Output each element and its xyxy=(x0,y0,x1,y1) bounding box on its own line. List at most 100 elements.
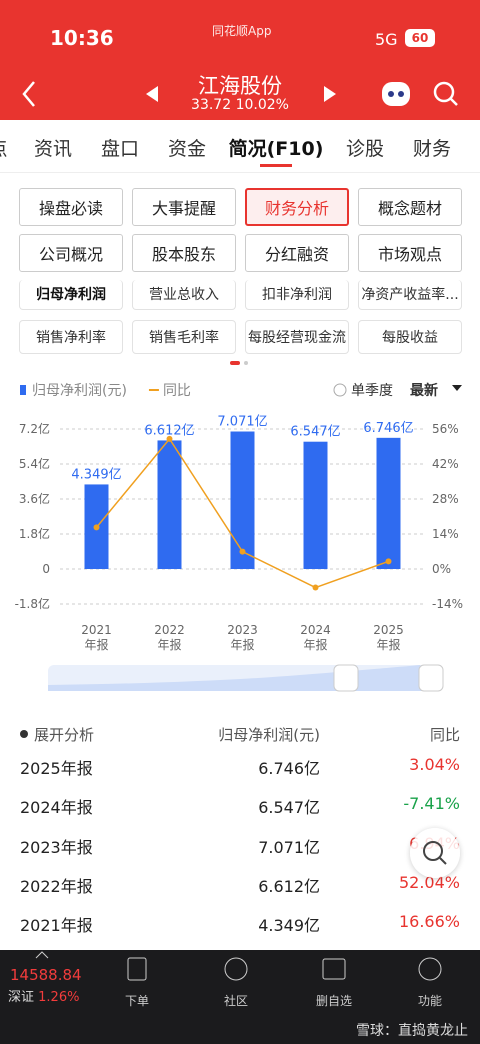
x-tick-label: 2024 xyxy=(300,623,331,637)
prev[interactable] xyxy=(146,86,158,102)
data-label: 4.349亿 xyxy=(71,467,121,482)
tab[interactable]: 简况(F10) xyxy=(228,138,324,160)
y-tick-label: 3.6亿 xyxy=(19,491,50,506)
header-cell: 展开分析 xyxy=(34,726,95,744)
index-change: 1.26% xyxy=(38,990,80,1005)
point xyxy=(239,548,246,555)
metric[interactable]: 每股收益 xyxy=(358,320,462,354)
tab[interactable]: 盘口 xyxy=(100,138,140,160)
cell: 52.04% xyxy=(398,872,460,892)
y2-tick-label: 14% xyxy=(432,527,459,541)
stock-name: 江海股份 xyxy=(198,74,282,98)
cell: 2022年报 xyxy=(20,876,93,896)
button[interactable]: 市场观点 xyxy=(358,234,462,272)
y-tick-label: 7.2亿 xyxy=(19,421,50,436)
point xyxy=(385,558,392,565)
legend-swatch xyxy=(20,385,26,395)
metric[interactable]: 每股经营现金流 xyxy=(245,320,349,354)
tab[interactable]: 资金 xyxy=(167,138,207,160)
nav-item[interactable]: 社区 xyxy=(223,994,249,1008)
button[interactable]: 分红融资 xyxy=(245,234,349,272)
divider xyxy=(0,172,480,173)
table-header: 展开分析 归母净利润(元) 同比 xyxy=(0,714,480,753)
cell: 2023年报 xyxy=(20,837,93,857)
data-label: 6.547亿 xyxy=(290,425,340,440)
option[interactable]: 最新 xyxy=(410,382,438,399)
table-row: 2021年报 4.349亿 16.66% xyxy=(0,909,480,948)
x-tick-label: 年报 xyxy=(230,637,254,652)
y2-tick-label: 0% xyxy=(432,562,451,576)
nav-item[interactable]: 删自选 xyxy=(315,994,353,1008)
nav-item[interactable]: 功能 xyxy=(417,994,443,1008)
index-name: 深证 xyxy=(8,990,35,1005)
metric[interactable]: 销售毛利率 xyxy=(132,320,236,354)
cell: 3.04% xyxy=(409,755,460,774)
slider-handle[interactable] xyxy=(333,664,359,692)
nav-icons xyxy=(22,81,458,107)
back[interactable] xyxy=(22,81,35,107)
bottom-icons xyxy=(35,951,442,981)
table-row: 2024年报 6.547亿 -7.41% xyxy=(0,791,480,830)
cell: 6.547亿 xyxy=(258,798,320,818)
data-label: 6.746亿 xyxy=(363,421,413,436)
bar xyxy=(230,431,255,569)
x-tick-label: 年报 xyxy=(157,637,181,652)
y2-tick-label: 56% xyxy=(432,422,459,436)
button[interactable]: 概念题材 xyxy=(358,188,462,226)
header: 10:36 同花顺App 5G 60 江海股份 33.72 10.02% xyxy=(0,0,480,120)
cell: 6.612亿 xyxy=(258,876,320,896)
float-search[interactable] xyxy=(410,828,460,878)
cell: -7.41% xyxy=(403,794,460,814)
x-tick-label: 年报 xyxy=(303,637,327,652)
button[interactable]: 公司概况 xyxy=(19,234,123,272)
y-tick-label: -1.8亿 xyxy=(15,596,50,611)
robot[interactable] xyxy=(382,82,410,106)
metric[interactable]: 营业总收入 xyxy=(132,280,236,310)
button[interactable]: 股本股东 xyxy=(132,234,236,272)
x-tick-label: 2021 xyxy=(81,623,112,637)
button[interactable]: 操盘必读 xyxy=(19,188,123,226)
bar xyxy=(157,440,182,569)
x-tick-label: 2025 xyxy=(373,623,404,637)
cell: 7.071亿 xyxy=(258,837,320,857)
search[interactable] xyxy=(433,81,455,103)
option[interactable]: 单季度 xyxy=(351,383,393,399)
next[interactable] xyxy=(324,86,336,102)
metric[interactable]: 销售净利率 xyxy=(19,320,123,354)
button[interactable]: 大事提醒 xyxy=(132,188,236,226)
radio xyxy=(333,383,347,397)
price: 33.72 xyxy=(191,97,232,113)
button[interactable]: 财务分析 xyxy=(245,188,349,226)
metric[interactable]: 归母净利润 xyxy=(19,280,123,310)
slider-handle[interactable] xyxy=(418,664,444,692)
cell: 2025年报 xyxy=(20,759,93,778)
cell: 4.349亿 xyxy=(258,916,320,936)
cell: 2024年报 xyxy=(20,798,93,818)
tab[interactable]: 诊股 xyxy=(345,138,385,160)
legend-label: 归母净利润(元) xyxy=(32,382,127,399)
index: 深证 1.26% xyxy=(8,986,79,1005)
tab[interactable]: 资讯 xyxy=(33,138,73,160)
y-tick-label: 5.4亿 xyxy=(19,456,50,471)
x-tick-label: 年报 xyxy=(84,637,108,652)
cell: 6.746亿 xyxy=(258,759,320,778)
y-tick-label: 1.8亿 xyxy=(19,526,50,541)
point xyxy=(166,435,173,442)
table-row: 2025年报 6.746亿 3.04% xyxy=(0,752,480,791)
tab[interactable]: 财务 xyxy=(412,138,452,160)
quote: 33.72 10.02% xyxy=(0,97,480,113)
data-label: 6.612亿 xyxy=(144,423,194,438)
y2-tick-label: -14% xyxy=(432,597,463,611)
app-name: 同花顺App xyxy=(212,24,272,38)
point xyxy=(312,584,319,591)
bar xyxy=(376,437,401,569)
bar xyxy=(303,441,328,569)
metric[interactable]: 扣非净利润 xyxy=(245,280,349,310)
metric[interactable]: 净资产收益率... xyxy=(358,280,462,310)
y2-tick-label: 28% xyxy=(432,492,459,506)
data-label: 7.071亿 xyxy=(217,415,267,430)
tab[interactable]: 点 xyxy=(0,134,8,161)
cell: 16.66% xyxy=(398,912,460,932)
nav-item[interactable]: 下单 xyxy=(124,994,150,1008)
